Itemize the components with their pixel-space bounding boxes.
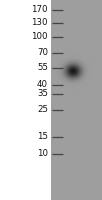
Text: 170: 170	[31, 5, 48, 14]
Text: 130: 130	[31, 18, 48, 27]
Text: 70: 70	[37, 48, 48, 57]
Text: 35: 35	[37, 89, 48, 98]
Text: 15: 15	[37, 132, 48, 141]
Text: 55: 55	[37, 63, 48, 72]
Text: 100: 100	[31, 32, 48, 41]
Text: 40: 40	[37, 80, 48, 89]
Text: 25: 25	[37, 105, 48, 114]
Text: 10: 10	[37, 149, 48, 158]
